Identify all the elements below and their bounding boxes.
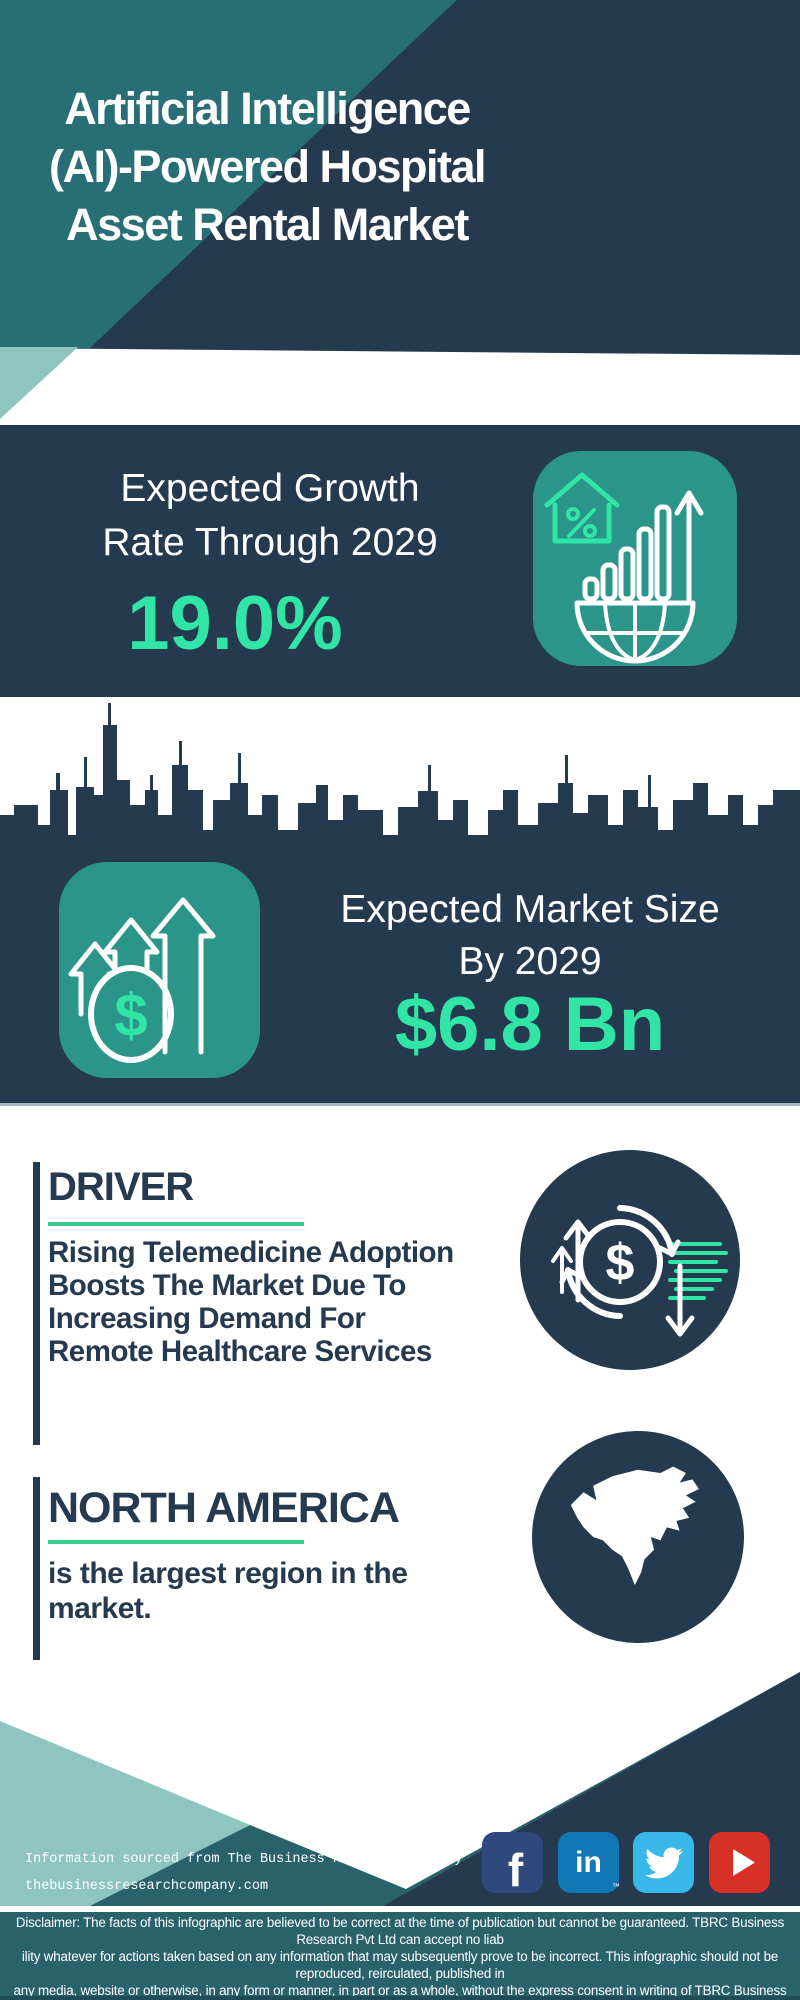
growth-rate-section: Expected Growth Rate Through 2029 19.0%	[0, 425, 800, 697]
market-size-value: $6.8 Bn	[394, 982, 666, 1067]
source-attribution: Information sourced from The Business Re…	[25, 1846, 495, 1900]
growth-rate-heading: Expected Growth Rate Through 2029	[102, 467, 438, 564]
footer-divider-line	[0, 1906, 800, 1912]
north-america-map-icon	[532, 1431, 744, 1643]
header-banner: Artificial Intelligence (AI)-Powered Hos…	[0, 0, 800, 355]
youtube-icon[interactable]	[709, 1832, 770, 1893]
driver-underline	[48, 1222, 304, 1226]
currency-cycle-icon: $	[520, 1150, 740, 1370]
market-size-heading: Expected Market Size By 2029	[340, 888, 720, 983]
city-skyline-silhouette	[0, 703, 800, 870]
source-line: Information sourced from The Business Re…	[25, 1852, 463, 1867]
region-underline	[48, 1540, 304, 1544]
driver-title: DRIVER	[48, 1165, 194, 1209]
section-divider	[0, 1103, 800, 1106]
growth-rate-value: 19.0%	[127, 581, 343, 666]
bottom-edge-strip	[0, 1996, 800, 2000]
region-body-text: is the largest region in the market.	[48, 1557, 408, 1625]
region-accent-bar	[33, 1477, 40, 1683]
region-title: NORTH AMERICA	[48, 1484, 400, 1532]
page-title: Artificial Intelligence (AI)-Powered Hos…	[48, 83, 487, 250]
driver-body-text: Rising Telemedicine Adoption Boosts The …	[48, 1236, 454, 1368]
rising-arrows-dollar-icon: $	[59, 862, 260, 1078]
disclaimer-text: Disclaimer: The facts of this infographi…	[0, 1912, 800, 2000]
source-url[interactable]: thebusinessresearchcompany.com	[25, 1879, 269, 1894]
linkedin-icon[interactable]: in ™	[558, 1832, 620, 1893]
twitter-icon[interactable]	[633, 1832, 694, 1893]
seafoam-triangle-accent	[0, 347, 78, 419]
growth-chart-globe-icon	[533, 451, 737, 666]
svg-text:$: $	[114, 982, 147, 1049]
driver-accent-bar	[33, 1162, 40, 1445]
facebook-icon[interactable]: f	[482, 1832, 543, 1893]
svg-text:$: $	[606, 1234, 635, 1292]
